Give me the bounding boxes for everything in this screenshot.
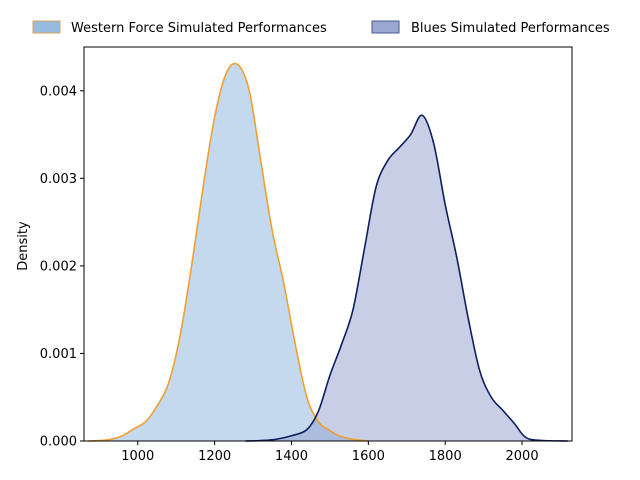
area-western-force: [87, 63, 369, 442]
y-tick-label: 0.002: [40, 259, 77, 274]
x-tick-label: 1600: [352, 449, 385, 464]
legend-swatch-western-force: [32, 20, 61, 34]
line-blues: [245, 114, 569, 442]
x-tick-label: 1400: [275, 449, 308, 464]
y-axis-label: Density: [16, 221, 31, 271]
legend-swatch-blues: [371, 20, 400, 34]
y-tick-label: 0.003: [40, 172, 77, 187]
line-western-force: [87, 62, 369, 442]
density-areas: [87, 63, 569, 442]
x-axis: 1000 1200 1400 1600 1800 2000: [121, 441, 539, 464]
density-lines: [87, 62, 569, 442]
x-tick-label: 1800: [429, 449, 462, 464]
y-tick-label: 0.004: [40, 84, 77, 99]
y-tick-label: 0.001: [40, 347, 77, 362]
legend-label-blues: Blues Simulated Performances: [411, 21, 610, 36]
y-tick-label: 0.000: [40, 435, 77, 450]
legend-label-western-force: Western Force Simulated Performances: [71, 21, 327, 36]
plot-frame: [83, 46, 573, 442]
y-axis: 0.000 0.001 0.002 0.003 0.004: [40, 84, 84, 450]
x-tick-label: 1000: [121, 449, 154, 464]
legend: Western Force Simulated Performances Blu…: [32, 20, 610, 36]
area-blues: [245, 115, 569, 442]
x-tick-label: 2000: [506, 449, 539, 464]
x-tick-label: 1200: [198, 449, 231, 464]
